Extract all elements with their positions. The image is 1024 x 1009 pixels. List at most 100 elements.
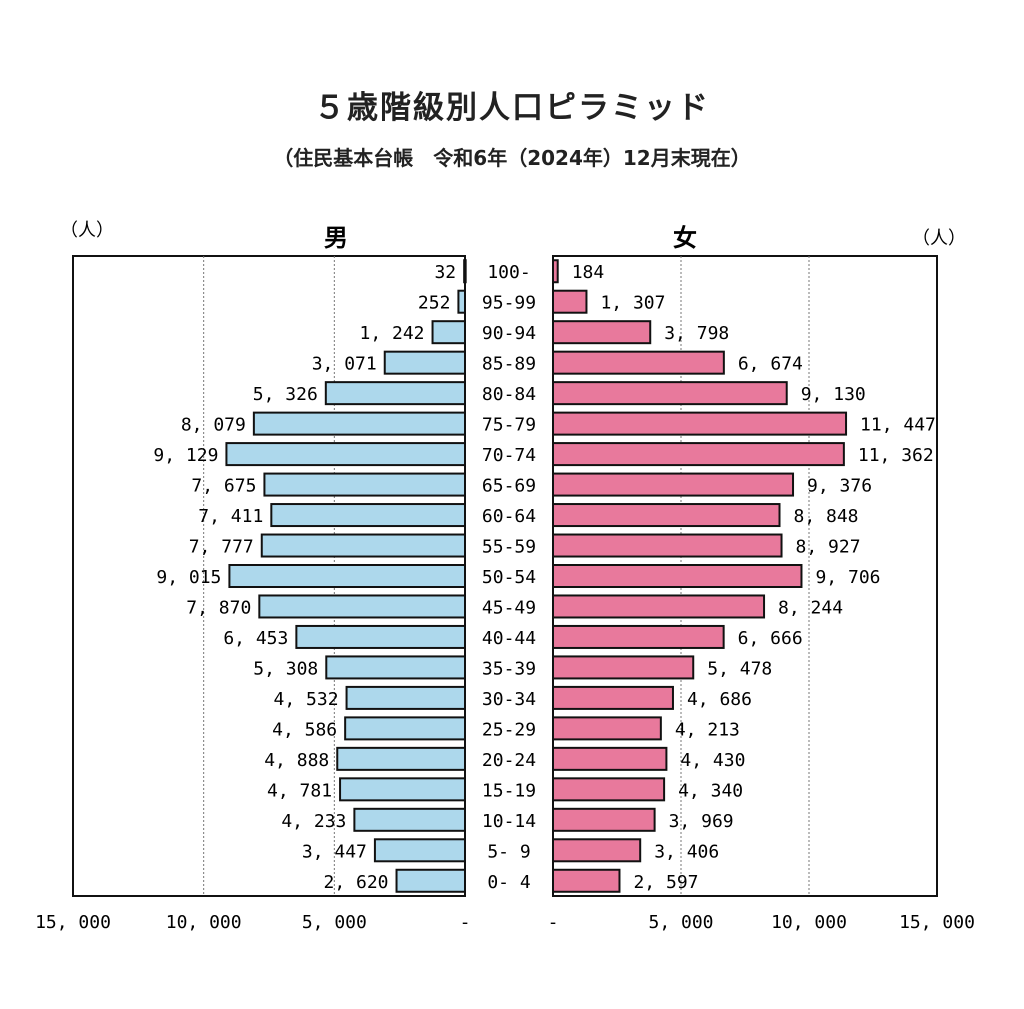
x-tick-right: 15, 000	[899, 912, 975, 933]
male-bar-55-59	[260, 533, 467, 558]
age-category-label: 75-79	[482, 415, 536, 436]
age-category-label: 55-59	[482, 537, 536, 558]
male-value-label: 4, 233	[281, 811, 346, 832]
male-series-label: 男	[324, 224, 348, 252]
female-bar-35-39	[552, 655, 695, 680]
age-category-label: 45-49	[482, 597, 536, 618]
age-category-label: 5- 9	[487, 841, 530, 862]
age-category-label: 15-19	[482, 780, 536, 801]
female-value-label: 3, 406	[654, 841, 719, 862]
male-value-label: 1, 242	[360, 323, 425, 344]
female-bar-75-79	[552, 411, 848, 436]
female-value-label: 5, 478	[707, 658, 772, 679]
male-value-label: 3, 071	[312, 354, 377, 375]
x-tick-left: 5, 000	[302, 912, 367, 933]
female-bar-90-94	[552, 320, 652, 345]
male-bar-20-24	[336, 746, 466, 771]
age-category-label: 30-34	[482, 689, 536, 710]
male-value-label: 32	[434, 262, 456, 283]
male-value-label: 2, 620	[323, 872, 388, 893]
female-value-label: 4, 213	[675, 719, 740, 740]
age-category-label: 100-	[487, 262, 530, 283]
male-bar-50-54	[228, 564, 466, 588]
female-bar-20-24	[552, 746, 668, 771]
x-tick-right: 5, 000	[648, 912, 713, 933]
x-tick-left: 10, 000	[166, 912, 242, 933]
male-bar-90-94	[431, 320, 466, 345]
age-category-label: 95-99	[482, 293, 536, 314]
male-bar-65-69	[263, 472, 466, 497]
age-category-label: 90-94	[482, 323, 536, 344]
male-value-label: 4, 532	[274, 689, 339, 710]
female-bar-40-44	[552, 624, 725, 649]
male-bar-30-34	[345, 685, 466, 710]
male-value-label: 9, 015	[156, 567, 221, 588]
female-value-label: 9, 130	[801, 384, 866, 405]
age-category-label: 0- 4	[487, 872, 530, 893]
female-bar-95-99	[552, 289, 588, 314]
female-value-label: 4, 686	[687, 689, 752, 710]
female-bar-30-34	[552, 685, 674, 710]
age-category-label: 50-54	[482, 567, 536, 588]
female-bar-10-14	[552, 807, 656, 832]
female-value-label: 8, 848	[794, 506, 859, 527]
female-bar-70-74	[552, 442, 845, 467]
male-value-label: 5, 308	[253, 658, 318, 679]
male-bar-15-19	[339, 777, 466, 802]
male-value-label: 4, 888	[264, 750, 329, 771]
male-bar-10-14	[353, 807, 466, 832]
age-category-label: 40-44	[482, 628, 536, 649]
female-series-label: 女	[673, 224, 697, 252]
female-bar-60-64	[552, 503, 781, 528]
age-category-label: 85-89	[482, 354, 536, 375]
age-category-label: 70-74	[482, 445, 536, 466]
female-value-label: 184	[572, 262, 605, 283]
male-bar-80-84	[324, 381, 466, 406]
male-bar-35-39	[325, 655, 466, 680]
male-bar-40-44	[295, 624, 466, 649]
male-bar-70-74	[225, 442, 466, 467]
age-category-label: 60-64	[482, 506, 536, 527]
male-value-label: 7, 675	[191, 476, 256, 497]
female-bar-50-54	[552, 564, 803, 588]
male-bar-25-29	[344, 716, 466, 741]
male-value-label: 4, 781	[267, 780, 332, 801]
female-value-label: 9, 706	[815, 567, 880, 588]
unit-label-right: （人）	[912, 228, 966, 249]
female-value-label: 3, 969	[669, 811, 734, 832]
female-value-label: 9, 376	[807, 476, 872, 497]
x-tick-right: -	[548, 912, 559, 933]
female-bar-25-29	[552, 716, 662, 741]
male-bar-95-99	[457, 289, 466, 314]
male-bar-85-89	[383, 350, 467, 375]
female-bar-15-19	[552, 777, 666, 802]
female-bar-45-49	[552, 594, 766, 619]
male-value-label: 7, 777	[189, 537, 254, 558]
female-value-label: 2, 597	[633, 872, 698, 893]
female-bar-80-84	[552, 381, 788, 406]
female-value-label: 6, 666	[738, 628, 803, 649]
female-value-label: 1, 307	[600, 293, 665, 314]
female-value-label: 8, 927	[796, 537, 861, 558]
unit-label-left: （人）	[60, 220, 114, 241]
female-bar-5-9	[552, 838, 642, 863]
male-value-label: 4, 586	[272, 719, 337, 740]
male-bar-5-9	[373, 838, 466, 863]
age-category-label: 10-14	[482, 811, 536, 832]
male-value-label: 9, 129	[153, 445, 218, 466]
male-value-label: 5, 326	[253, 384, 318, 405]
female-bar-0-4	[552, 868, 621, 893]
female-bar-55-59	[552, 533, 783, 558]
male-bar-45-49	[258, 594, 466, 619]
female-value-label: 4, 430	[680, 750, 745, 771]
chart-subtitle: （住民基本台帳 令和6年（2024年）12月末現在）	[273, 146, 751, 170]
female-bar-65-69	[552, 472, 795, 497]
female-value-label: 11, 362	[858, 445, 934, 466]
male-value-label: 6, 453	[223, 628, 288, 649]
female-value-label: 4, 340	[678, 780, 743, 801]
x-tick-left: 15, 000	[35, 912, 111, 933]
male-bar-75-79	[252, 411, 466, 436]
x-tick-left: -	[460, 912, 471, 933]
female-value-label: 11, 447	[860, 415, 936, 436]
